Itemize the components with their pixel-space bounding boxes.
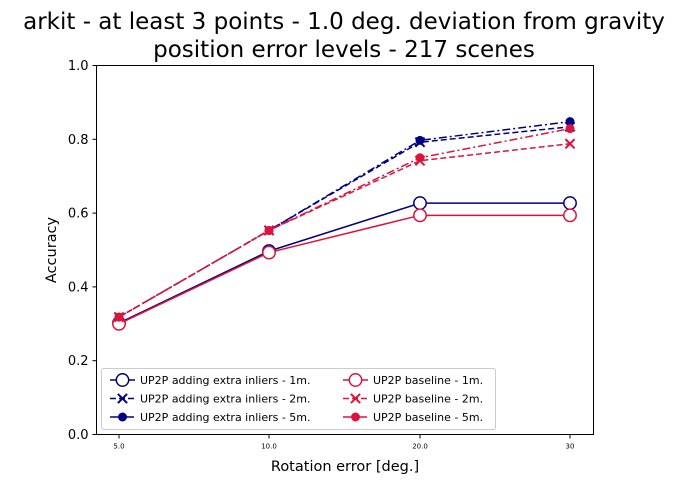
- legend-marker: [117, 393, 128, 404]
- x-axis-label: Rotation error [deg.]: [271, 459, 419, 475]
- y-axis-ticks: 0.0 0.2 0.4 0.6 0.8 1.0: [68, 59, 97, 443]
- legend-marker: [350, 393, 361, 404]
- data-point: [564, 138, 576, 150]
- plot-frame: [96, 65, 594, 435]
- x-tick-label: 10.0: [261, 443, 277, 451]
- data-point: [114, 312, 124, 322]
- legend-entry: UP2P baseline - 1m.: [343, 373, 483, 387]
- data-point: [563, 196, 577, 211]
- legend-label: UP2P baseline - 5m.: [373, 411, 483, 424]
- legend-entry: UP2P adding extra inliers - 5m.: [110, 411, 311, 424]
- data-point: [563, 208, 577, 223]
- data-point: [415, 153, 425, 163]
- legend-entry: UP2P baseline - 5m.: [343, 411, 483, 424]
- y-tick-label: 1.0: [68, 59, 89, 74]
- series-line: [118, 214, 570, 325]
- data-point: [565, 124, 575, 134]
- x-axis-ticks: 5.0 10.0 20.0 30: [113, 434, 575, 451]
- legend-label: UP2P adding extra inliers - 1m.: [140, 374, 311, 387]
- data-point: [264, 225, 274, 235]
- data-point: [413, 208, 427, 223]
- x-tick-label: 20.0: [412, 443, 428, 451]
- legend-label: UP2P adding extra inliers - 5m.: [140, 411, 311, 424]
- legend-box: [101, 368, 496, 430]
- y-tick-label: 0.8: [68, 133, 89, 148]
- series-6: [114, 124, 575, 322]
- series-line: [118, 127, 571, 318]
- y-tick-label: 0.4: [68, 280, 89, 295]
- plot-area: [112, 117, 577, 331]
- x-tick-label: 5.0: [113, 443, 124, 451]
- chart-title-line-2: position error levels - 217 scenes: [153, 37, 535, 63]
- data-point: [415, 135, 425, 145]
- data-point: [413, 196, 427, 211]
- legend: UP2P adding extra inliers - 1m. UP2P addi…: [101, 368, 496, 430]
- legend-label: UP2P baseline - 1m.: [373, 374, 483, 387]
- legend-label: UP2P baseline - 2m.: [373, 393, 483, 406]
- legend-marker: [351, 412, 360, 422]
- legend-entry: UP2P adding extra inliers - 1m.: [110, 373, 311, 387]
- legend-marker: [348, 373, 363, 387]
- legend-entry: UP2P adding extra inliers - 2m.: [110, 393, 311, 406]
- x-tick-label: 30: [566, 443, 575, 451]
- series-line: [118, 202, 570, 324]
- y-tick-label: 0.0: [68, 428, 89, 443]
- legend-marker: [118, 412, 127, 422]
- y-tick-label: 0.6: [68, 207, 89, 222]
- legend-marker: [115, 373, 130, 387]
- legend-label: UP2P adding extra inliers - 2m.: [140, 393, 311, 406]
- legend-entry: UP2P baseline - 2m.: [343, 393, 483, 406]
- y-tick-label: 0.2: [68, 354, 89, 369]
- y-axis-label: Accuracy: [44, 216, 60, 283]
- chart-title-line-1: arkit - at least 3 points - 1.0 deg. dev…: [23, 9, 665, 35]
- data-point: [262, 245, 276, 260]
